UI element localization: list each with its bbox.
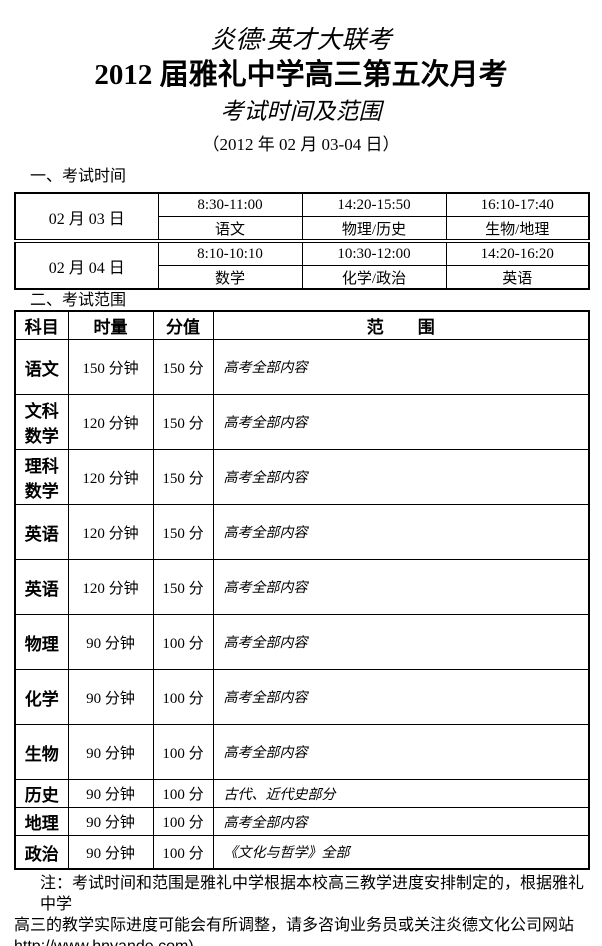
- brand-title: 炎德·英才大联考: [210, 27, 392, 54]
- table-row: 文科数学 120 分钟 150 分 高考全部内容: [14, 394, 590, 450]
- exam-subject: 生物/地理: [445, 216, 590, 242]
- scope-cell: 高考全部内容: [212, 614, 590, 670]
- subject-cell: 语文: [14, 339, 69, 395]
- duration-cell: 90 分钟: [67, 807, 154, 836]
- score-cell: 150 分: [152, 449, 214, 505]
- scope-cell: 高考全部内容: [212, 724, 590, 780]
- table-row: 02 月 04 日 8:10-10:10 10:30-12:00 14:20-1…: [14, 239, 590, 290]
- duration-cell: 90 分钟: [67, 724, 154, 780]
- duration-cell: 120 分钟: [67, 394, 154, 450]
- score-cell: 150 分: [152, 504, 214, 560]
- exam-date: 02 月 03 日: [14, 192, 159, 242]
- exam-date: 02 月 04 日: [14, 239, 159, 290]
- exam-time: 10:30-12:00: [301, 239, 447, 266]
- footnote-line: 注：考试时间和范围是雅礼中学根据本校高三教学进度安排制定的，根据雅礼中学: [40, 875, 585, 913]
- duration-cell: 120 分钟: [67, 504, 154, 560]
- score-cell: 100 分: [152, 724, 214, 780]
- table-row: 化学 90 分钟 100 分 高考全部内容: [14, 669, 590, 725]
- exam-subject: 英语: [445, 265, 590, 290]
- score-cell: 100 分: [152, 835, 214, 870]
- subject-cell: 生物: [14, 724, 69, 780]
- score-cell: 100 分: [152, 807, 214, 836]
- subject-cell: 化学: [14, 669, 69, 725]
- subject-cell: 历史: [14, 779, 69, 808]
- table-row: 历史 90 分钟 100 分 古代、近代史部分: [14, 779, 590, 808]
- exam-time: 16:10-17:40: [445, 192, 590, 217]
- table-row: 地理 90 分钟 100 分 高考全部内容: [14, 807, 590, 836]
- table-row: 语文 150 分钟 150 分 高考全部内容: [14, 339, 590, 395]
- scope-cell: 高考全部内容: [212, 559, 590, 615]
- table-header-row: 科目 时量 分值 范 围: [14, 310, 590, 340]
- score-cell: 150 分: [152, 339, 214, 395]
- scope-cell: 高考全部内容: [212, 504, 590, 560]
- footnote: 注：考试时间和范围是雅礼中学根据本校高三教学进度安排制定的，根据雅礼中学 高三的…: [14, 873, 588, 946]
- exam-scope-table: 科目 时量 分值 范 围 语文 150 分钟 150 分 高考全部内容 文科数学…: [14, 310, 590, 870]
- footnote-url: http://www.hnyande.com): [14, 936, 588, 946]
- scope-cell: 《文化与哲学》全部: [212, 835, 590, 870]
- table-row: 02 月 03 日 8:30-11:00 14:20-15:50 16:10-1…: [14, 192, 590, 242]
- duration-cell: 90 分钟: [67, 779, 154, 808]
- table-row: 数学 化学/政治 英语: [15, 265, 590, 290]
- exam-date-range: （2012 年 02 月 03-04 日）: [202, 135, 400, 154]
- table-row: 理科数学 120 分钟 150 分 高考全部内容: [14, 449, 590, 505]
- table-row: 物理 90 分钟 100 分 高考全部内容: [14, 614, 590, 670]
- duration-cell: 90 分钟: [67, 835, 154, 870]
- subject-cell: 文科数学: [14, 394, 69, 450]
- document-subtitle: 考试时间及范围: [220, 99, 382, 124]
- column-header-scope: 范 围: [212, 310, 590, 340]
- exam-subject: 化学/政治: [301, 265, 447, 290]
- footnote-line: 高三的教学实际进度可能会有所调整，请多咨询业务员或关注炎德文化公司网站: [14, 917, 575, 934]
- scope-cell: 高考全部内容: [212, 669, 590, 725]
- scope-cell: 高考全部内容: [212, 339, 590, 395]
- table-row: 英语 120 分钟 150 分 高考全部内容: [14, 504, 590, 560]
- table-row: 英语 120 分钟 150 分 高考全部内容: [14, 559, 590, 615]
- subject-cell: 物理: [14, 614, 69, 670]
- exam-times-table: 02 月 03 日 8:30-11:00 14:20-15:50 16:10-1…: [14, 192, 590, 290]
- duration-cell: 150 分钟: [67, 339, 154, 395]
- column-header-score: 分值: [152, 310, 214, 340]
- exam-subject: 数学: [157, 265, 303, 290]
- exam-time: 8:30-11:00: [157, 192, 303, 217]
- duration-cell: 90 分钟: [67, 614, 154, 670]
- column-header-duration: 时量: [67, 310, 154, 340]
- duration-cell: 90 分钟: [67, 669, 154, 725]
- exam-time: 14:20-16:20: [445, 239, 590, 266]
- subject-cell: 英语: [14, 504, 69, 560]
- exam-subject: 语文: [157, 216, 303, 242]
- subject-cell: 英语: [14, 559, 69, 615]
- score-cell: 100 分: [152, 614, 214, 670]
- subject-cell: 理科数学: [14, 449, 69, 505]
- score-cell: 150 分: [152, 394, 214, 450]
- subject-cell: 地理: [14, 807, 69, 836]
- duration-cell: 120 分钟: [67, 449, 154, 505]
- scope-cell: 古代、近代史部分: [212, 779, 590, 808]
- section-label-exam-times: 一、考试时间: [30, 168, 127, 185]
- table-row: 生物 90 分钟 100 分 高考全部内容: [14, 724, 590, 780]
- scope-cell: 高考全部内容: [212, 807, 590, 836]
- scope-cell: 高考全部内容: [212, 449, 590, 505]
- score-cell: 100 分: [152, 779, 214, 808]
- score-cell: 100 分: [152, 669, 214, 725]
- table-row: 政治 90 分钟 100 分 《文化与哲学》全部: [14, 835, 590, 870]
- exam-time: 8:10-10:10: [157, 239, 303, 266]
- exam-title: 2012 届雅礼中学高三第五次月考: [94, 59, 508, 91]
- subject-cell: 政治: [14, 835, 69, 870]
- exam-time: 14:20-15:50: [301, 192, 447, 217]
- score-cell: 150 分: [152, 559, 214, 615]
- table-row: 语文 物理/历史 生物/地理: [15, 216, 590, 242]
- exam-subject: 物理/历史: [301, 216, 447, 242]
- section-label-exam-scope: 二、考试范围: [30, 292, 127, 309]
- scope-cell: 高考全部内容: [212, 394, 590, 450]
- column-header-subject: 科目: [14, 310, 69, 340]
- duration-cell: 120 分钟: [67, 559, 154, 615]
